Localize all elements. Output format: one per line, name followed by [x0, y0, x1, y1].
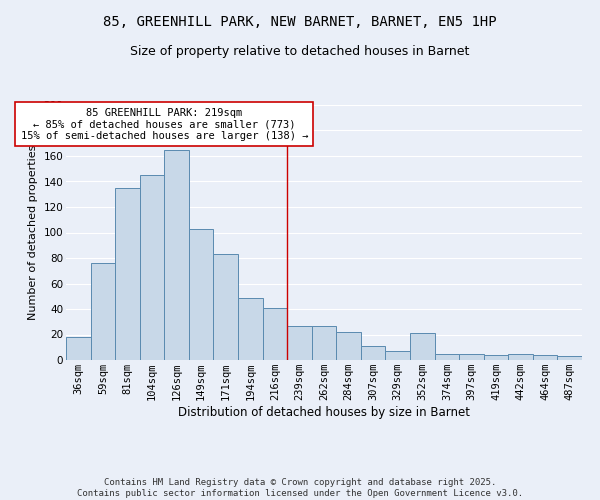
Bar	[385, 351, 410, 360]
Bar	[287, 326, 312, 360]
Bar	[140, 175, 164, 360]
Bar	[336, 332, 361, 360]
Text: Size of property relative to detached houses in Barnet: Size of property relative to detached ho…	[130, 45, 470, 58]
Bar	[66, 337, 91, 360]
Bar	[459, 354, 484, 360]
X-axis label: Distribution of detached houses by size in Barnet: Distribution of detached houses by size …	[178, 406, 470, 419]
Bar	[214, 254, 238, 360]
Bar	[361, 346, 385, 360]
Bar	[410, 333, 434, 360]
Bar	[238, 298, 263, 360]
Bar	[189, 228, 214, 360]
Bar	[557, 356, 582, 360]
Bar	[434, 354, 459, 360]
Bar	[164, 150, 189, 360]
Bar	[533, 355, 557, 360]
Y-axis label: Number of detached properties: Number of detached properties	[28, 145, 38, 320]
Text: 85, GREENHILL PARK, NEW BARNET, BARNET, EN5 1HP: 85, GREENHILL PARK, NEW BARNET, BARNET, …	[103, 15, 497, 29]
Bar	[484, 355, 508, 360]
Bar	[508, 354, 533, 360]
Bar	[312, 326, 336, 360]
Bar	[91, 263, 115, 360]
Bar	[263, 308, 287, 360]
Text: Contains HM Land Registry data © Crown copyright and database right 2025.
Contai: Contains HM Land Registry data © Crown c…	[77, 478, 523, 498]
Bar	[115, 188, 140, 360]
Text: 85 GREENHILL PARK: 219sqm
← 85% of detached houses are smaller (773)
15% of semi: 85 GREENHILL PARK: 219sqm ← 85% of detac…	[20, 108, 308, 140]
